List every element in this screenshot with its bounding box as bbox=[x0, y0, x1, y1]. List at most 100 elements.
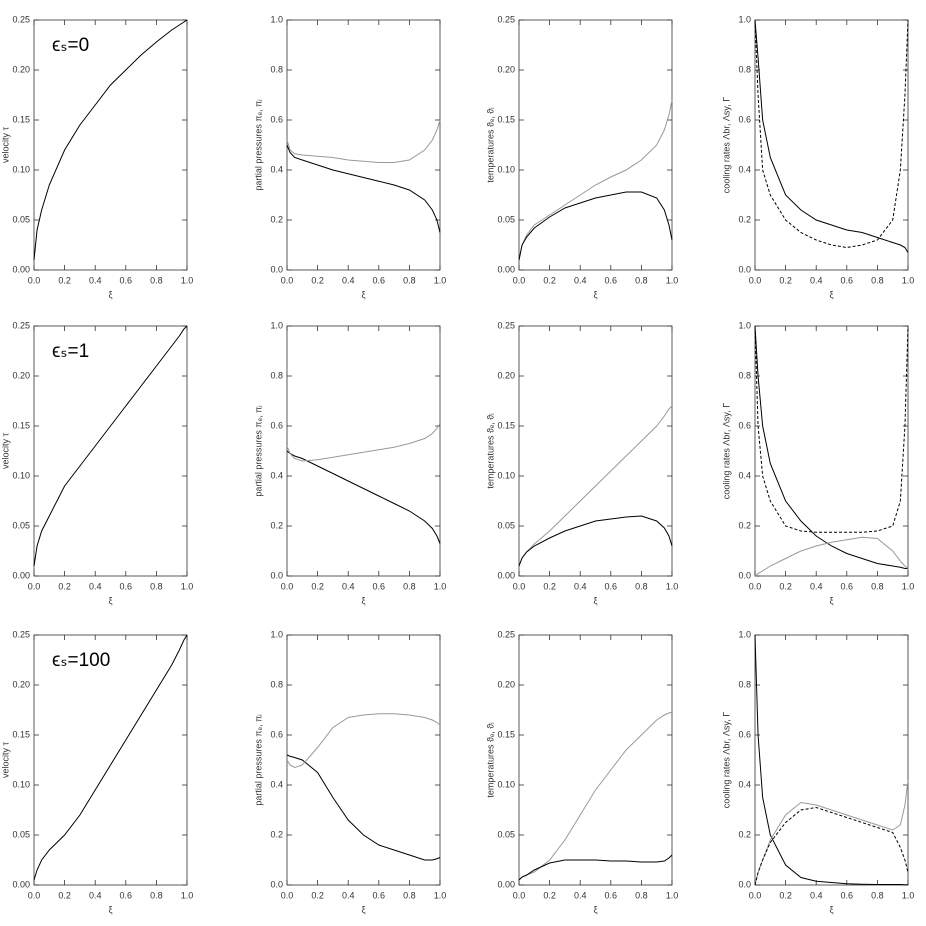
annotation: ϵₛ=100 bbox=[52, 650, 110, 671]
y-tick-label: 0.00 bbox=[12, 264, 30, 274]
y-tick-label: 0.00 bbox=[12, 570, 30, 580]
line bbox=[286, 713, 441, 769]
x-tick-label: 0.0 bbox=[513, 890, 526, 900]
y-tick-label: 0.20 bbox=[497, 370, 515, 380]
x-tick-label: 0.0 bbox=[749, 890, 762, 900]
plot-frame bbox=[286, 19, 441, 271]
y-tick-label: 0.4 bbox=[270, 779, 283, 789]
line bbox=[754, 19, 909, 253]
y-tick-label: 1.0 bbox=[270, 14, 283, 24]
x-tick-label: 1.0 bbox=[181, 275, 194, 285]
line bbox=[754, 325, 909, 533]
x-axis-label: ξ bbox=[829, 904, 833, 914]
y-tick-label: 0.2 bbox=[270, 214, 283, 224]
y-tick-label: 0.15 bbox=[497, 114, 515, 124]
x-tick-label: 0.2 bbox=[543, 890, 556, 900]
y-tick-label: 0.25 bbox=[12, 629, 30, 639]
x-tick-label: 0.8 bbox=[150, 275, 163, 285]
x-tick-label: 0.4 bbox=[810, 890, 823, 900]
y-tick-label: 0.20 bbox=[497, 64, 515, 74]
x-tick-label: 0.6 bbox=[841, 581, 854, 591]
y-tick-label: 0.4 bbox=[270, 164, 283, 174]
y-tick-label: 0.15 bbox=[12, 114, 30, 124]
x-tick-label: 0.6 bbox=[120, 581, 133, 591]
x-tick-label: 1.0 bbox=[666, 581, 679, 591]
y-tick-label: 0.4 bbox=[738, 470, 751, 480]
y-tick-label: 0.2 bbox=[270, 829, 283, 839]
y-tick-label: 1.0 bbox=[738, 629, 751, 639]
y-tick-label: 0.05 bbox=[497, 829, 515, 839]
x-tick-label: 0.4 bbox=[89, 890, 102, 900]
y-tick-label: 0.6 bbox=[738, 420, 751, 430]
x-tick-label: 0.4 bbox=[810, 275, 823, 285]
y-tick-label: 0.15 bbox=[12, 420, 30, 430]
x-tick-label: 0.8 bbox=[403, 581, 416, 591]
x-tick-label: 0.8 bbox=[871, 890, 884, 900]
x-tick-label: 0.2 bbox=[58, 581, 71, 591]
x-tick-label: 0.2 bbox=[779, 581, 792, 591]
y-tick-label: 0.25 bbox=[497, 629, 515, 639]
plot-frame bbox=[286, 634, 441, 886]
x-tick-label: 0.8 bbox=[635, 275, 648, 285]
y-axis-label: cooling rates Λbr, Λsy, Γ bbox=[721, 403, 731, 499]
y-tick-label: 0.8 bbox=[270, 679, 283, 689]
y-axis-label: temperatures ϑₑ, ϑᵢ bbox=[485, 722, 495, 797]
x-tick-label: 0.2 bbox=[779, 275, 792, 285]
y-axis-label: velocity τ bbox=[0, 127, 10, 164]
y-axis-label: partial pressures πₑ, πᵢ bbox=[253, 99, 263, 190]
x-tick-label: 1.0 bbox=[181, 890, 194, 900]
x-tick-label: 0.2 bbox=[779, 890, 792, 900]
x-axis-label: ξ bbox=[593, 904, 597, 914]
x-tick-label: 0.6 bbox=[373, 581, 386, 591]
x-tick-label: 0.0 bbox=[28, 581, 41, 591]
y-tick-label: 0.20 bbox=[12, 64, 30, 74]
line bbox=[754, 536, 909, 577]
x-tick-label: 1.0 bbox=[666, 275, 679, 285]
line bbox=[286, 423, 441, 462]
x-tick-label: 0.4 bbox=[574, 275, 587, 285]
x-tick-label: 0.2 bbox=[543, 275, 556, 285]
y-axis-label: temperatures ϑₑ, ϑᵢ bbox=[485, 413, 495, 488]
plot-frame bbox=[286, 325, 441, 577]
y-tick-label: 0.10 bbox=[497, 470, 515, 480]
line bbox=[518, 711, 673, 881]
x-tick-label: 0.2 bbox=[311, 890, 324, 900]
y-tick-label: 0.05 bbox=[497, 520, 515, 530]
y-axis-label: cooling rates Λbr, Λsy, Γ bbox=[721, 97, 731, 193]
y-tick-label: 0.00 bbox=[497, 570, 515, 580]
y-tick-label: 0.00 bbox=[497, 264, 515, 274]
y-tick-label: 0.20 bbox=[497, 679, 515, 689]
x-tick-label: 0.8 bbox=[150, 890, 163, 900]
y-axis-label: partial pressures πₑ, πᵢ bbox=[253, 405, 263, 496]
x-tick-label: 0.4 bbox=[574, 890, 587, 900]
y-tick-label: 0.15 bbox=[497, 420, 515, 430]
x-tick-label: 0.6 bbox=[605, 890, 618, 900]
x-tick-label: 1.0 bbox=[902, 890, 915, 900]
line bbox=[286, 754, 441, 861]
x-axis-label: ξ bbox=[361, 289, 365, 299]
x-axis-label: ξ bbox=[829, 289, 833, 299]
line bbox=[754, 19, 909, 249]
y-tick-label: 0.4 bbox=[738, 779, 751, 789]
y-tick-label: 0.05 bbox=[497, 214, 515, 224]
plot-frame bbox=[33, 325, 188, 577]
y-tick-label: 0.0 bbox=[270, 264, 283, 274]
x-tick-label: 0.4 bbox=[810, 581, 823, 591]
y-tick-label: 1.0 bbox=[270, 320, 283, 330]
y-tick-label: 0.20 bbox=[12, 679, 30, 689]
y-tick-label: 0.6 bbox=[270, 729, 283, 739]
line bbox=[518, 515, 673, 567]
line bbox=[518, 405, 673, 567]
plot-frame bbox=[33, 634, 188, 886]
y-tick-label: 0.0 bbox=[738, 570, 751, 580]
plot-frame bbox=[518, 634, 673, 886]
line bbox=[33, 325, 188, 567]
x-axis-label: ξ bbox=[108, 595, 112, 605]
y-tick-label: 0.10 bbox=[12, 470, 30, 480]
x-tick-label: 0.4 bbox=[89, 581, 102, 591]
x-axis-label: ξ bbox=[108, 904, 112, 914]
y-tick-label: 0.4 bbox=[270, 470, 283, 480]
y-tick-label: 0.0 bbox=[270, 570, 283, 580]
x-tick-label: 1.0 bbox=[902, 581, 915, 591]
x-tick-label: 1.0 bbox=[181, 581, 194, 591]
